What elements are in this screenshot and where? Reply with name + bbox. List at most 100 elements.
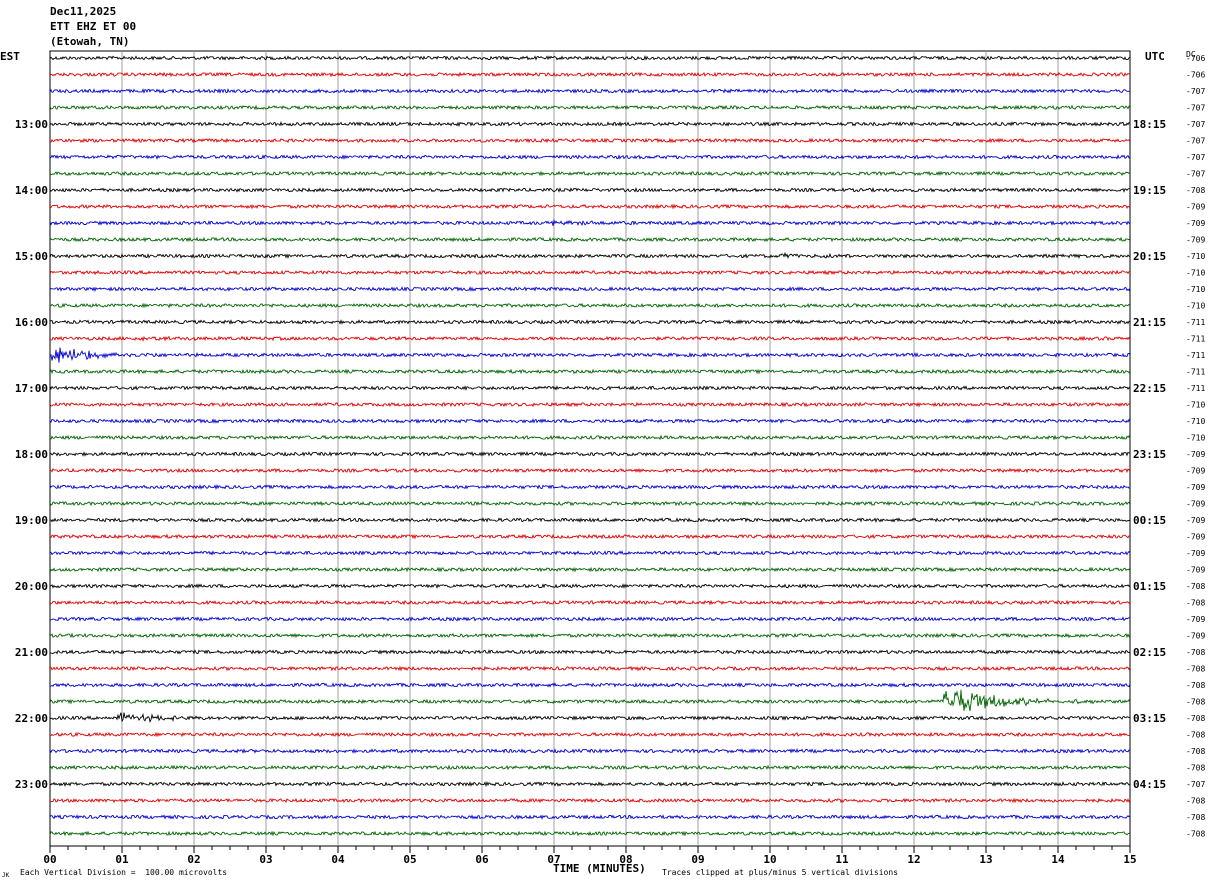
trace-line — [49, 500, 1131, 507]
dc-offset-label: -707 — [1186, 104, 1205, 113]
right-timezone-label: UTC — [1145, 50, 1165, 63]
x-tick-label: 04 — [331, 853, 345, 866]
dc-offset-label: -711 — [1186, 384, 1205, 393]
dc-offset-label: -709 — [1186, 450, 1205, 459]
dc-offset-label: -709 — [1186, 467, 1205, 476]
dc-offset-label: -708 — [1186, 813, 1205, 822]
trace-line — [49, 830, 1131, 837]
trace-line — [49, 347, 1131, 363]
left-hour-label: 22:00 — [15, 712, 48, 725]
dc-offset-label: -709 — [1186, 533, 1205, 542]
dc-offset-label: -711 — [1186, 318, 1205, 327]
trace-line — [49, 764, 1131, 771]
plot-frame — [49, 50, 1131, 847]
left-hour-label: 16:00 — [15, 316, 48, 329]
left-hour-label: 21:00 — [15, 646, 48, 659]
right-hour-label: 01:15 — [1133, 580, 1166, 593]
x-tick-label: 06 — [475, 853, 489, 866]
dc-offset-label: -708 — [1186, 797, 1205, 806]
dc-offset-label: -707 — [1186, 87, 1205, 96]
dc-offset-label: -709 — [1186, 236, 1205, 245]
right-hour-label: 18:15 — [1133, 118, 1166, 131]
dc-offset-label: -709 — [1186, 203, 1205, 212]
trace-line — [49, 467, 1131, 474]
trace-line — [49, 583, 1131, 589]
dc-offset-label: -710 — [1186, 434, 1205, 443]
x-tick-label: 05 — [403, 853, 416, 866]
x-tick-label: 11 — [835, 853, 849, 866]
x-tick-label: 03 — [259, 853, 272, 866]
trace-line — [49, 170, 1131, 177]
trace-line — [49, 797, 1131, 804]
trace-line — [49, 731, 1131, 738]
trace-line — [49, 418, 1131, 424]
x-tick-label: 13 — [979, 853, 992, 866]
trace-line — [49, 335, 1131, 342]
dc-offset-label: -711 — [1186, 368, 1205, 377]
dc-offset-label: -708 — [1186, 648, 1205, 657]
x-tick-label: 02 — [187, 853, 200, 866]
x-tick-label: 14 — [1051, 853, 1065, 866]
left-hour-label: 14:00 — [15, 184, 48, 197]
trace-line — [49, 401, 1131, 408]
dc-offset-label: -708 — [1186, 186, 1205, 195]
trace-line — [49, 218, 1131, 227]
header-station: ETT EHZ ET 00 — [50, 20, 137, 33]
trace-line — [49, 154, 1131, 160]
dc-offset-label: -708 — [1186, 681, 1205, 690]
trace-line — [49, 71, 1131, 78]
left-hour-label: 18:00 — [15, 448, 48, 461]
grid-lines — [49, 50, 1131, 847]
trace-line — [49, 533, 1131, 540]
right-hour-label: 21:15 — [1133, 316, 1166, 329]
dc-offset-label: -708 — [1186, 599, 1205, 608]
trace-line — [49, 137, 1131, 144]
trace-line — [49, 517, 1131, 524]
dc-offset-label: -710 — [1186, 269, 1205, 278]
dc-offset-label: -708 — [1186, 731, 1205, 740]
seismic-traces — [49, 54, 1131, 837]
clip-note: Traces clipped at plus/minus 5 vertical … — [662, 868, 899, 877]
x-tick-label: 00 — [43, 853, 56, 866]
dc-offset-label: -708 — [1186, 747, 1205, 756]
trace-line — [49, 712, 1130, 724]
trace-line — [49, 385, 1131, 391]
trace-line — [49, 649, 1131, 655]
hour-labels: -706 -706 -707 -707 -707 -707 -707 -707 -708 -709… — [15, 54, 1206, 839]
left-hour-label: 23:00 — [15, 778, 48, 791]
trace-line — [49, 814, 1131, 820]
right-hour-label: 19:15 — [1133, 184, 1166, 197]
trace-line — [49, 781, 1131, 788]
trace-line — [49, 104, 1131, 111]
x-tick-label: 01 — [115, 853, 129, 866]
left-hour-label: 13:00 — [15, 118, 48, 131]
trace-line — [49, 616, 1131, 622]
header-date: Dec11,2025 — [50, 5, 117, 18]
trace-line — [50, 451, 1131, 457]
trace-line — [49, 484, 1131, 491]
dc-offset-label: -711 — [1186, 335, 1205, 344]
dc-offset-label: -709 — [1186, 632, 1205, 641]
dc-offset-label: -709 — [1186, 219, 1205, 228]
right-hour-label: 23:15 — [1133, 448, 1166, 461]
dc-offset-label: -708 — [1186, 698, 1205, 707]
dc-offset-label: -706 — [1186, 54, 1205, 63]
dc-offset-label: -708 — [1186, 665, 1205, 674]
trace-line — [49, 566, 1131, 573]
left-timezone-label: EST — [0, 50, 20, 63]
left-hour-label: 19:00 — [15, 514, 48, 527]
x-tick-label: 09 — [691, 853, 704, 866]
right-hour-label: 22:15 — [1133, 382, 1166, 395]
dc-offset-label: -708 — [1186, 714, 1205, 723]
dc-offset-label: -707 — [1186, 153, 1205, 162]
trace-line — [49, 665, 1131, 672]
dc-offset-label: -707 — [1186, 120, 1205, 129]
trace-line — [49, 689, 1131, 711]
trace-line — [49, 550, 1131, 556]
dc-offset-label: -710 — [1186, 417, 1205, 426]
scale-note: Each Vertical Division = 100.00 microvol… — [20, 868, 228, 877]
trace-line — [49, 121, 1131, 127]
dc-offset-label: -710 — [1186, 302, 1205, 311]
dc-offset-label: -710 — [1186, 252, 1205, 261]
